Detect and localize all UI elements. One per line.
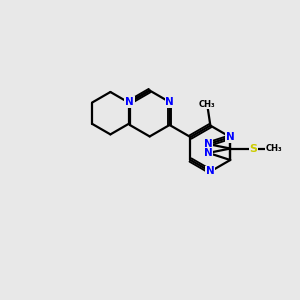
Text: N: N	[204, 139, 213, 149]
Text: N: N	[204, 148, 213, 158]
Text: CH₃: CH₃	[266, 144, 282, 153]
Text: N: N	[165, 97, 174, 107]
Text: N: N	[206, 167, 215, 176]
Text: N: N	[226, 132, 235, 142]
Text: CH₃: CH₃	[199, 100, 215, 109]
Text: N: N	[124, 98, 133, 108]
Text: S: S	[249, 143, 257, 154]
Text: N: N	[125, 97, 134, 107]
